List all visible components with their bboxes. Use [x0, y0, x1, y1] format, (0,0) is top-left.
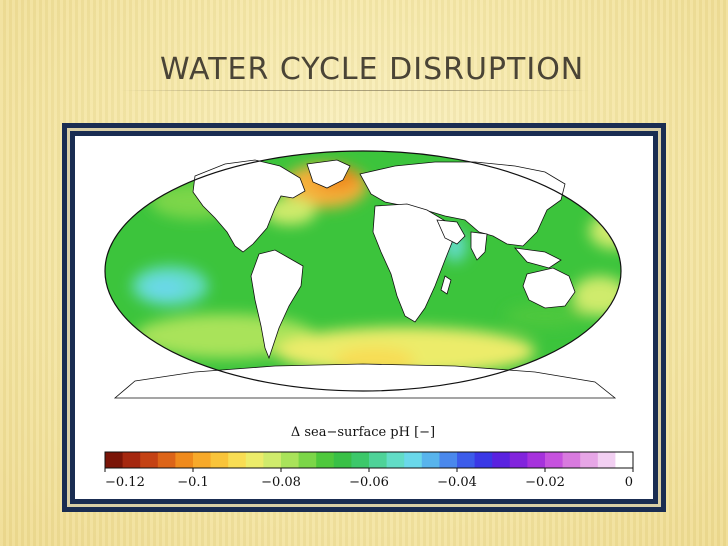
colorbar-swatch [386, 452, 405, 468]
colorbar-swatch [404, 452, 423, 468]
colorbar-swatch [228, 452, 247, 468]
colorbar-swatch [421, 452, 440, 468]
colorbar-swatch [597, 452, 616, 468]
colorbar [105, 452, 634, 468]
antarctica [113, 363, 617, 399]
colorbar-swatch [457, 452, 475, 468]
south-pacific-core-patch [145, 278, 185, 298]
australia-south-patch [505, 304, 585, 328]
greenland [306, 159, 351, 189]
colorbar-swatch [351, 452, 370, 468]
colorbar-tick-label: 0 [625, 475, 633, 490]
ph-change-figure: Δ sea−surface pH [−] −0.12 −0.1 −0.08 −0.06… [75, 136, 653, 499]
colorbar-swatch [509, 452, 528, 468]
colorbar-swatch [263, 452, 282, 468]
colorbar-swatch [439, 452, 458, 468]
colorbar-swatch [474, 452, 493, 468]
colorbar-swatch [140, 452, 159, 468]
map-outline [104, 150, 622, 392]
colorbar-tick-label: −0.08 [261, 475, 301, 490]
colorbar-swatch [193, 452, 211, 468]
colorbar-tick-label: −0.1 [177, 475, 209, 490]
colorbar-title: Δ sea−surface pH [−] [291, 425, 435, 440]
colorbar-tick-label: −0.02 [525, 475, 565, 490]
colorbar-tick-label: −0.12 [105, 475, 145, 490]
landmasses [113, 159, 617, 399]
southeast-asia-islands [514, 247, 562, 269]
colorbar-swatch [281, 452, 299, 468]
colorbar-swatch [175, 452, 194, 468]
colorbar-swatch [615, 452, 634, 468]
north-east-pacific-patch [589, 213, 621, 249]
colorbar-swatch [369, 452, 387, 468]
colorbar-swatch [333, 452, 352, 468]
figure-frame: Δ sea−surface pH [−] −0.12 −0.1 −0.08 −0.06… [62, 123, 666, 512]
africa [372, 203, 454, 323]
ph-change-map-svg: Δ sea−surface pH [−] −0.12 −0.1 −0.08 −0.06… [104, 150, 634, 490]
colorbar-swatch [298, 452, 317, 468]
colorbar-swatch [210, 452, 229, 468]
title-underline [120, 90, 590, 91]
colorbar-swatch [157, 452, 176, 468]
colorbar-swatch [527, 452, 546, 468]
madagascar [440, 275, 452, 295]
colorbar-swatch [122, 452, 141, 468]
colorbar-swatch [492, 452, 511, 468]
slide-title: WATER CYCLE DISRUPTION [160, 52, 585, 87]
north-america [192, 159, 306, 253]
colorbar-tick-label: −0.06 [349, 475, 389, 490]
colorbar-swatch [316, 452, 335, 468]
colorbar-swatch [562, 452, 581, 468]
colorbar-swatch [580, 452, 599, 468]
colorbar-tick-label: −0.04 [437, 475, 477, 490]
colorbar-swatch [105, 452, 123, 468]
arabia [436, 219, 466, 245]
australia [522, 267, 576, 309]
south-america [250, 249, 304, 360]
figure-frame-border: Δ sea−surface pH [−] −0.12 −0.1 −0.08 −0.06… [67, 128, 661, 507]
colorbar-swatch [245, 452, 264, 468]
colorbar-swatch [545, 452, 563, 468]
india [470, 231, 488, 261]
colorbar-ticks: −0.12 −0.1 −0.08 −0.06 −0.04 −0.02 0 [104, 468, 634, 490]
